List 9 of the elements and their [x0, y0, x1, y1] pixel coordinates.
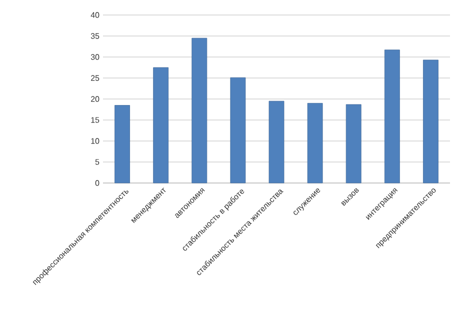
bar	[384, 50, 400, 184]
bar	[192, 38, 208, 184]
bar	[307, 103, 323, 184]
bar	[268, 100, 284, 184]
bar	[346, 104, 362, 184]
bar	[230, 77, 246, 184]
bar	[153, 67, 169, 184]
bar	[114, 105, 130, 184]
bar	[423, 60, 438, 184]
